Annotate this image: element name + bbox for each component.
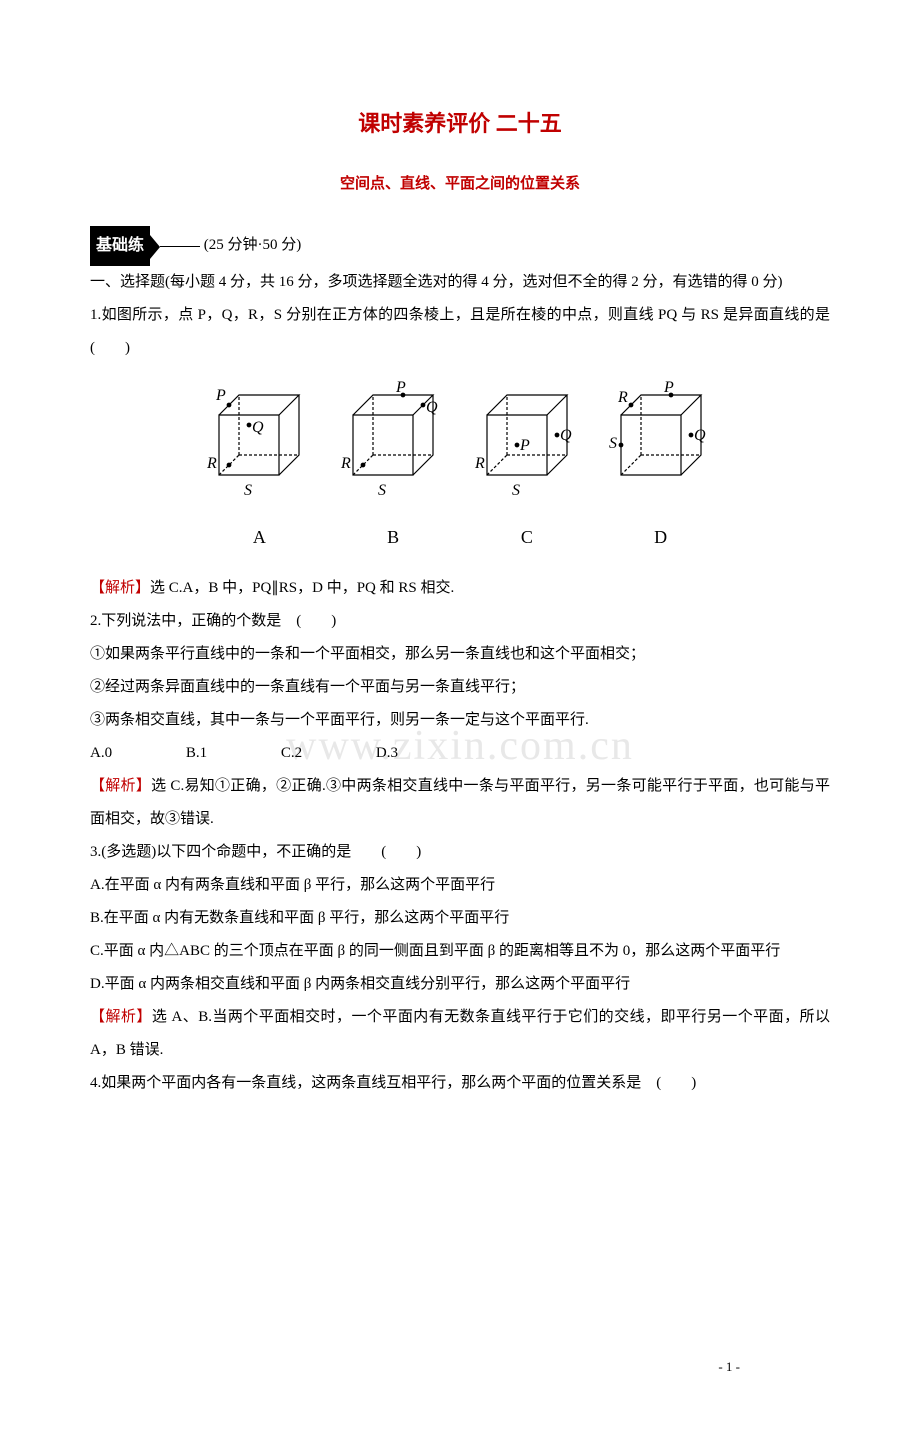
cube-b: P Q R S	[338, 380, 448, 500]
svg-text:P: P	[519, 437, 530, 454]
q2-analysis: 【解析】选 C.易知①正确，②正确.③中两条相交直线中一条与平面平行，另一条可能…	[90, 770, 830, 836]
main-title: 课时素养评价 二十五	[90, 100, 830, 148]
q3-optC: C.平面 α 内△ABC 的三个顶点在平面 β 的同一侧面且到平面 β 的距离相…	[90, 935, 830, 968]
cube-c: P Q R S	[472, 380, 582, 500]
svg-text:P: P	[395, 380, 406, 396]
q3-analysis-text: 选 A、B.当两个平面相交时，一个平面内有无数条直线平行于它们的交线，即平行另一…	[90, 1009, 830, 1058]
svg-text:S: S	[609, 435, 617, 452]
q3-analysis: 【解析】选 A、B.当两个平面相交时，一个平面内有无数条直线平行于它们的交线，即…	[90, 1001, 830, 1067]
svg-text:P: P	[663, 380, 674, 396]
q3-optA: A.在平面 α 内有两条直线和平面 β 平行，那么这两个平面平行	[90, 869, 830, 902]
q2-analysis-text: 选 C.易知①正确，②正确.③中两条相交直线中一条与平面平行，另一条可能平行于平…	[90, 778, 830, 827]
q2-opt2: ②经过两条异面直线中的一条直线有一个平面与另一条直线平行；	[90, 671, 830, 704]
section1-intro: 一、选择题(每小题 4 分，共 16 分，多项选择题全选对的得 4 分，选对但不…	[90, 266, 830, 299]
label-a: A	[204, 518, 314, 558]
section-label-wrap: 基础练	[90, 226, 200, 265]
subtitle: 空间点、直线、平面之间的位置关系	[90, 168, 830, 201]
label-b: B	[338, 518, 448, 558]
svg-text:S: S	[378, 482, 386, 499]
q1-analysis: 【解析】选 C.A，B 中，PQ∥RS，D 中，PQ 和 RS 相交.	[90, 572, 830, 605]
analysis-label: 【解析】	[90, 778, 151, 794]
q2-choice-d: D.3	[376, 737, 398, 770]
underline-icon	[160, 246, 200, 247]
q2-choices: A.0 B.1 C.2 D.3	[90, 737, 830, 770]
q2-choice-b: B.1	[186, 737, 207, 770]
svg-text:R: R	[206, 455, 217, 472]
q3-optB: B.在平面 α 内有无数条直线和平面 β 平行，那么这两个平面平行	[90, 902, 830, 935]
svg-text:Q: Q	[694, 427, 706, 444]
svg-text:R: R	[617, 389, 628, 406]
q1-figure-labels: A B C D	[90, 518, 830, 558]
q1-analysis-text: 选 C.A，B 中，PQ∥RS，D 中，PQ 和 RS 相交.	[150, 580, 454, 596]
svg-text:Q: Q	[252, 419, 264, 436]
svg-text:S: S	[512, 482, 520, 499]
page-number: - 1 -	[718, 1353, 740, 1382]
q2-opt1: ①如果两条平行直线中的一条和一个平面相交，那么另一条直线也和这个平面相交；	[90, 638, 830, 671]
label-c: C	[472, 518, 582, 558]
svg-text:Q: Q	[560, 427, 572, 444]
section-label: 基础练	[90, 226, 150, 265]
q4-text: 4.如果两个平面内各有一条直线，这两条直线互相平行，那么两个平面的位置关系是 (…	[90, 1067, 830, 1100]
page-container: www.zixin.com.cn 课时素养评价 二十五 空间点、直线、平面之间的…	[90, 100, 830, 1402]
q2-choice-c: C.2	[281, 737, 302, 770]
q3-optD: D.平面 α 内两条相交直线和平面 β 内两条相交直线分别平行，那么这两个平面平…	[90, 968, 830, 1001]
q2-text: 2.下列说法中，正确的个数是 ( )	[90, 605, 830, 638]
arrow-icon	[150, 235, 160, 259]
svg-text:R: R	[340, 455, 351, 472]
svg-text:S: S	[244, 482, 252, 499]
q3-text: 3.(多选题)以下四个命题中，不正确的是 ( )	[90, 836, 830, 869]
cube-a: P Q R S	[204, 380, 314, 500]
svg-text:R: R	[474, 455, 485, 472]
q1-text: 1.如图所示，点 P，Q，R，S 分别在正方体的四条棱上，且是所在棱的中点，则直…	[90, 299, 830, 365]
time-info: (25 分钟·50 分)	[204, 237, 302, 253]
analysis-label: 【解析】	[90, 1009, 152, 1025]
label-d: D	[606, 518, 716, 558]
svg-text:P: P	[215, 387, 226, 404]
svg-text:Q: Q	[426, 399, 438, 416]
section-header: 基础练 (25 分钟·50 分)	[90, 226, 830, 265]
q2-choice-a: A.0	[90, 737, 112, 770]
cube-d: P Q R S	[606, 380, 716, 500]
q1-figures: P Q R S P Q R S	[90, 380, 830, 513]
analysis-label: 【解析】	[90, 580, 150, 596]
q2-opt3: ③两条相交直线，其中一条与一个平面平行，则另一条一定与这个平面平行.	[90, 704, 830, 737]
